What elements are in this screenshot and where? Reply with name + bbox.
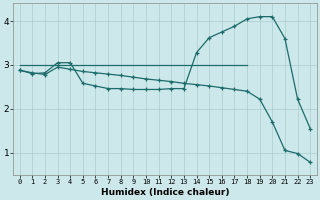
X-axis label: Humidex (Indice chaleur): Humidex (Indice chaleur) (101, 188, 229, 197)
